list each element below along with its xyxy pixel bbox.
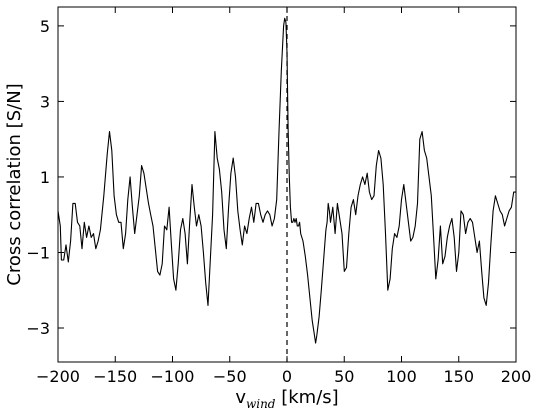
x-tick-label: 50 (334, 367, 354, 386)
y-tick-label: −3 (26, 319, 50, 338)
y-tick-label: 5 (40, 17, 50, 36)
x-axis-title-subscript: wind (246, 397, 276, 411)
x-tick-label: 100 (386, 367, 417, 386)
x-axis-title: vwind [km/s] (235, 387, 338, 411)
x-axis-title-v: v (235, 387, 246, 408)
x-tick-label: 150 (443, 367, 474, 386)
x-tick-label: 0 (282, 367, 292, 386)
y-tick-label: 3 (40, 92, 50, 111)
x-tick-label: −200 (36, 367, 80, 386)
x-tick-label: −50 (213, 367, 247, 386)
series-line (57, 17, 516, 344)
y-tick-label: −1 (26, 243, 50, 262)
y-axis-title: Cross correlation [S/N] (4, 83, 25, 285)
x-axis-title-unit: [km/s] (276, 387, 339, 408)
y-tick-label: 1 (40, 168, 50, 187)
x-tick-label: −100 (151, 367, 195, 386)
tick-label-group: −200 −150 −100 −50 0 50 100 150 200 5 3 1 −1 −3 (26, 17, 531, 386)
x-tick-label: 200 (501, 367, 532, 386)
x-tick-label: −150 (93, 367, 137, 386)
